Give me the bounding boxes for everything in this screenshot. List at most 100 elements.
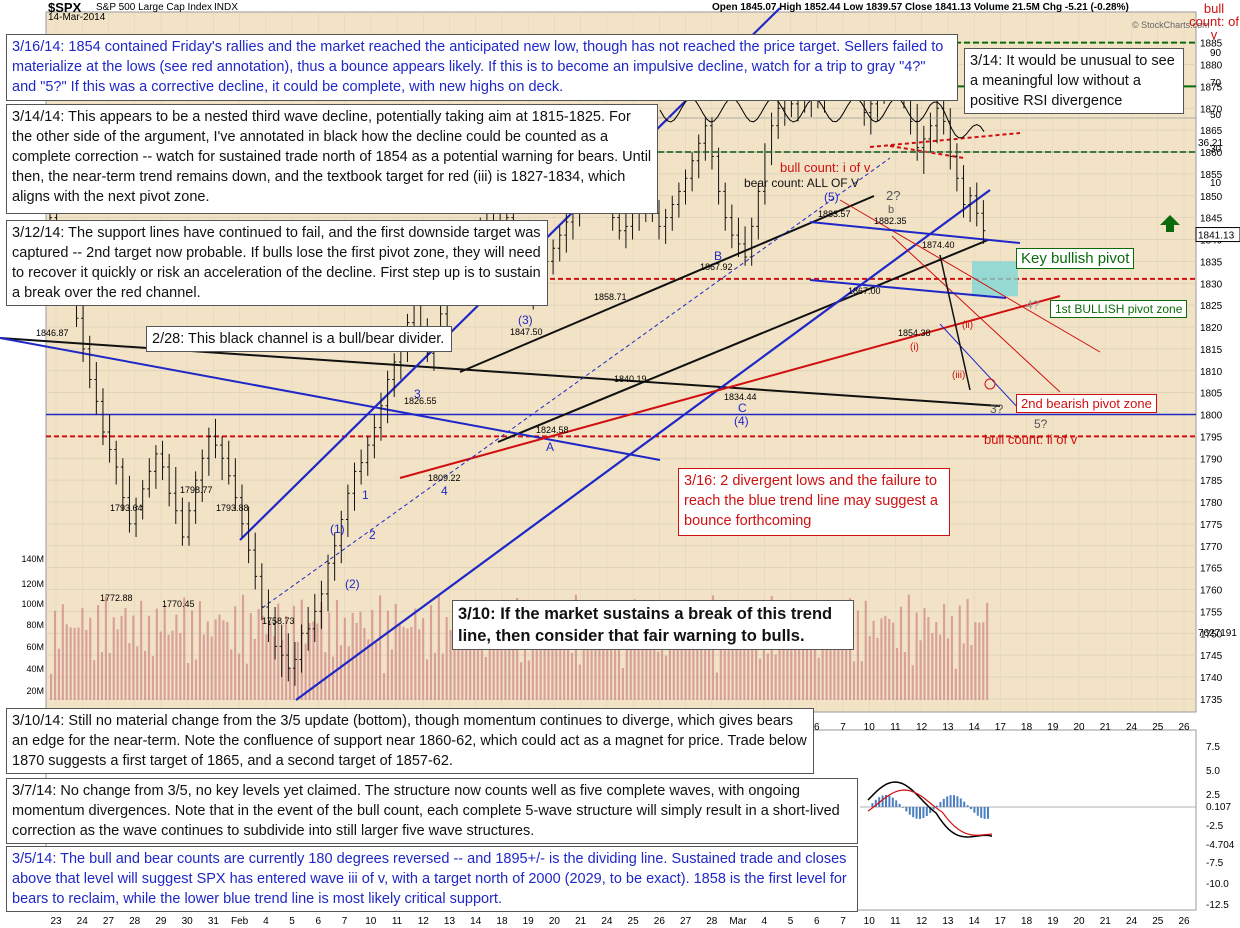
q2-label: 2? — [886, 188, 901, 203]
date-tick-label: 12 — [916, 916, 928, 927]
volume-bar — [120, 615, 123, 700]
price-label-1824: 1824.58 — [536, 425, 569, 435]
volume-bar — [382, 673, 386, 700]
wave-4-label: (4) — [734, 414, 749, 428]
date-tick-label: 21 — [1100, 916, 1112, 927]
macd-tick-label: -2.5 — [1206, 821, 1224, 832]
volume-bar — [488, 608, 491, 700]
date-tick-label: 24 — [1126, 916, 1138, 927]
date-tick-label: Feb — [231, 916, 249, 927]
volume-bar — [230, 649, 233, 700]
price-tick-label: 1815 — [1200, 345, 1223, 356]
volume-bar — [884, 615, 887, 700]
date-tick-label: 20 — [1074, 916, 1086, 927]
price-label-1858: 1858.71 — [594, 292, 627, 302]
rsi-tick-label: 10 — [1210, 178, 1222, 189]
volume-bar — [821, 608, 824, 700]
note-3-7-14: 3/7/14: No change from 3/5, no key level… — [6, 778, 858, 844]
volume-bar — [155, 608, 158, 700]
volume-bar — [986, 602, 989, 700]
trend-line — [809, 221, 1021, 244]
trend-line — [459, 195, 875, 373]
date-tick-label: 29 — [155, 916, 167, 927]
volume-bar — [954, 668, 957, 700]
price-tick-label: 1740 — [1200, 673, 1223, 684]
date-tick-label: 24 — [601, 916, 613, 927]
date-tick-label-mid: 12 — [916, 722, 928, 733]
volume-bar — [394, 603, 397, 700]
date-tick-label-mid: 14 — [969, 722, 981, 733]
volume-bar — [437, 596, 440, 700]
date-tick-label: 10 — [365, 916, 377, 927]
price-label-1883: 1883.57 — [818, 209, 851, 219]
macd-tick-label: -12.5 — [1206, 900, 1229, 911]
bear-count-label: bear count: ALL OF V — [744, 176, 859, 190]
volume-bar — [786, 614, 789, 700]
date-tick-label: 6 — [814, 916, 820, 927]
date-tick-label: 11 — [392, 916, 403, 927]
macd-histogram-bar — [976, 807, 979, 816]
volume-bar — [61, 604, 64, 700]
volume-bar — [445, 616, 448, 700]
macd-histogram-bar — [970, 807, 972, 810]
macd-histogram-bar — [953, 795, 955, 807]
volume-bar — [641, 622, 644, 700]
volume-bar — [684, 612, 687, 700]
volume-bar — [578, 664, 581, 700]
volume-bar — [833, 635, 836, 700]
trend-line — [891, 235, 1061, 393]
price-tick-label: 1745 — [1200, 651, 1223, 662]
volume-bar — [343, 617, 346, 700]
volume-bar — [426, 659, 429, 700]
volume-bar — [845, 631, 848, 700]
price-tick-label: 1765 — [1200, 564, 1223, 575]
macd-histogram-bar — [942, 798, 945, 807]
volume-bar — [484, 656, 487, 700]
date-tick-label: 13 — [444, 916, 456, 927]
date-tick-label: 5 — [289, 916, 295, 927]
volume-bar — [504, 630, 507, 700]
volume-bar — [602, 621, 605, 700]
volume-bar — [508, 615, 511, 700]
volume-bar — [696, 628, 699, 700]
volume-bar — [85, 629, 88, 700]
macd-tick-label: 0.107 — [1206, 802, 1231, 813]
volume-bar — [860, 661, 863, 700]
date-tick-label-mid: 26 — [1178, 722, 1190, 733]
wave-3-label: (3) — [518, 313, 533, 327]
volume-bar — [672, 646, 675, 700]
macd-histogram-bar — [956, 796, 959, 807]
volume-bar — [586, 639, 589, 700]
price-label-1798: 1798.77 — [180, 485, 213, 495]
volume-bar — [132, 615, 135, 700]
volume-bar — [163, 605, 166, 700]
volume-bar — [81, 608, 84, 700]
price-tick-label: 1820 — [1200, 323, 1223, 334]
wave-p1-label: (1) — [330, 522, 345, 536]
date-tick-label-mid: 7 — [840, 722, 846, 733]
macd-histogram-bar — [912, 807, 915, 818]
high-value: 1852.44 — [804, 2, 841, 13]
volume-bar — [598, 633, 601, 700]
price-label-1834: 1834.44 — [724, 392, 757, 402]
volume-bar — [794, 641, 797, 700]
volume-bar — [982, 622, 985, 700]
volume-bar — [880, 618, 883, 700]
date-tick-label: Mar — [729, 916, 747, 927]
date-tick-label: 19 — [1047, 916, 1059, 927]
volume-bar — [328, 612, 331, 700]
volume-bar — [296, 641, 299, 700]
volume-bar — [547, 618, 550, 700]
volume-bar — [629, 642, 632, 700]
volume-bar — [187, 662, 190, 700]
wave-4s-label: 4 — [441, 484, 448, 498]
volume-bar — [140, 600, 143, 700]
date-tick-label: 20 — [549, 916, 561, 927]
volume-bar — [617, 615, 621, 700]
volume-bar — [375, 642, 378, 700]
volume-bar — [911, 665, 914, 700]
price-tick-label: 1885 — [1200, 39, 1223, 50]
first-bullish-pivot-label: 1st BULLISH pivot zone — [1050, 300, 1188, 318]
volume-bar — [198, 601, 201, 700]
volume-tick-label: 40M — [26, 664, 44, 674]
